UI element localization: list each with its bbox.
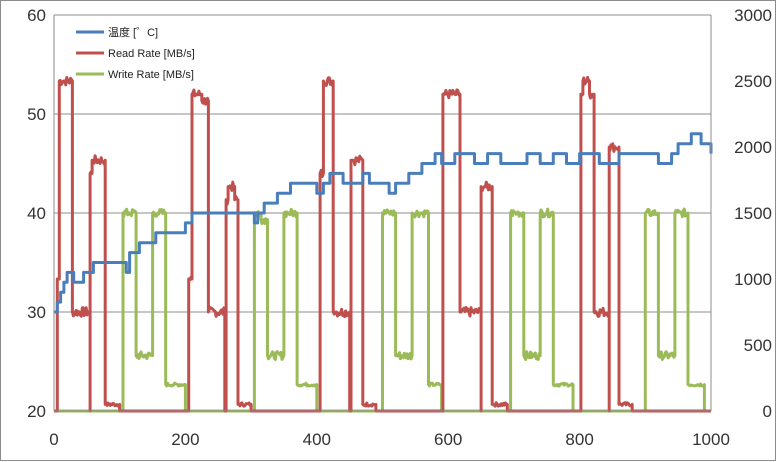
y-tick-label-right: 2000 bbox=[734, 138, 772, 157]
y-tick-label-left: 50 bbox=[27, 105, 46, 124]
legend-label: Write Rate [MB/s] bbox=[108, 69, 194, 81]
series-line-temperature bbox=[54, 132, 713, 314]
y-tick-label-left: 40 bbox=[27, 204, 46, 223]
y-tick-label-left: 30 bbox=[27, 303, 46, 322]
y-tick-label-left: 60 bbox=[27, 6, 46, 25]
legend-label: Read Rate [MB/s] bbox=[108, 48, 195, 60]
x-tick-label: 200 bbox=[171, 430, 199, 449]
y-tick-label-right: 3000 bbox=[734, 6, 772, 25]
legend-label: 温度 [゜C] bbox=[108, 25, 158, 39]
x-tick-label: 800 bbox=[565, 430, 593, 449]
x-tick-label: 0 bbox=[49, 430, 58, 449]
y-tick-label-right: 2500 bbox=[734, 72, 772, 91]
x-tick-label: 600 bbox=[434, 430, 462, 449]
x-tick-label: 400 bbox=[303, 430, 331, 449]
y-tick-label-right: 500 bbox=[744, 336, 772, 355]
series-line-write-rate bbox=[54, 207, 711, 413]
plot-series bbox=[54, 75, 713, 413]
y-tick-label-right: 1000 bbox=[734, 270, 772, 289]
series-line-read-rate bbox=[54, 75, 711, 413]
y-tick-label-right: 1500 bbox=[734, 204, 772, 223]
legend: 温度 [゜C] Read Rate [MB/s] Write Rate [MB/s] bbox=[76, 25, 195, 81]
y-tick-label-right: 0 bbox=[763, 402, 772, 421]
y-tick-label-left: 20 bbox=[27, 402, 46, 421]
x-tick-label: 1000 bbox=[692, 430, 730, 449]
